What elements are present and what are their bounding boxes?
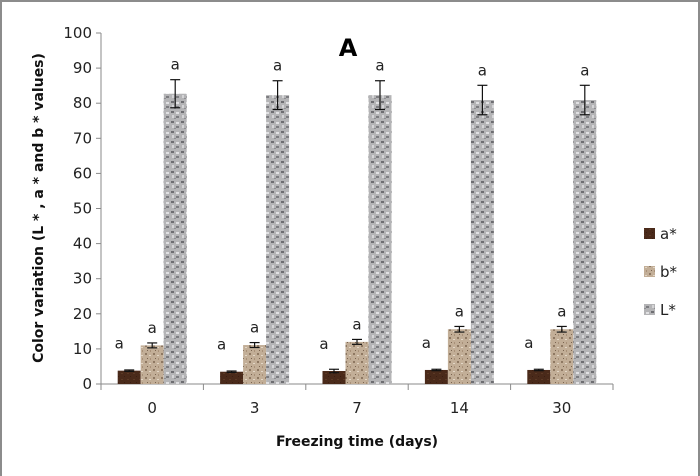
bar-lstar-day-3 bbox=[266, 95, 290, 384]
bar-astar-day-7 bbox=[322, 371, 346, 384]
significance-label: a bbox=[217, 336, 226, 354]
y-tick-label: 20 bbox=[73, 305, 92, 323]
y-tick-label: 100 bbox=[63, 24, 92, 42]
error-bar bbox=[170, 79, 181, 109]
chart-title: A bbox=[339, 34, 358, 62]
significance-label: a bbox=[250, 319, 259, 337]
y-tick-label: 90 bbox=[73, 59, 92, 77]
significance-label: a bbox=[455, 302, 464, 320]
y-tick-label: 70 bbox=[73, 129, 92, 147]
y-tick-label: 0 bbox=[82, 375, 92, 393]
bar-bstar-day-14 bbox=[447, 329, 471, 384]
bar-bstar-day-0 bbox=[140, 345, 164, 384]
significance-label: a bbox=[524, 334, 533, 352]
legend-item: a* bbox=[644, 225, 677, 243]
x-tick-label: 30 bbox=[552, 399, 571, 417]
significance-label: a bbox=[273, 57, 282, 75]
bar-astar-day-30 bbox=[527, 369, 551, 384]
legend-swatch bbox=[644, 304, 655, 315]
bar-lstar-day-14 bbox=[470, 100, 494, 384]
error-bar bbox=[431, 368, 442, 372]
legend-item: b* bbox=[644, 263, 678, 281]
significance-label: a bbox=[319, 335, 328, 353]
error-bar bbox=[124, 369, 135, 372]
error-bar bbox=[556, 325, 567, 333]
significance-label: a bbox=[375, 57, 384, 75]
legend-label: L* bbox=[660, 301, 676, 319]
y-tick-label: 50 bbox=[73, 200, 92, 218]
legend: a* b* L* bbox=[644, 225, 678, 319]
y-tick-label: 80 bbox=[73, 94, 92, 112]
bar-astar-day-3 bbox=[220, 371, 244, 384]
significance-label: a bbox=[352, 315, 361, 333]
x-tick-label: 3 bbox=[250, 399, 260, 417]
x-tick-label: 14 bbox=[450, 399, 469, 417]
y-tick-label: 60 bbox=[73, 164, 92, 182]
bar-lstar-day-7 bbox=[368, 95, 392, 384]
error-bar bbox=[249, 341, 260, 349]
bar-bstar-day-7 bbox=[345, 341, 369, 384]
significance-label: a bbox=[422, 334, 431, 352]
error-bar bbox=[147, 342, 158, 349]
y-tick-label: 30 bbox=[73, 270, 92, 288]
error-bar bbox=[533, 368, 544, 372]
legend-label: a* bbox=[660, 225, 677, 243]
significance-label: a bbox=[478, 61, 487, 79]
legend-swatch bbox=[644, 228, 655, 239]
significance-label: a bbox=[115, 335, 124, 353]
x-tick-label: 7 bbox=[352, 399, 362, 417]
error-bar bbox=[375, 80, 385, 111]
legend-label: b* bbox=[660, 263, 678, 281]
y-tick-label: 10 bbox=[73, 340, 92, 358]
bar-bstar-day-30 bbox=[550, 329, 574, 384]
legend-swatch bbox=[644, 266, 655, 277]
y-axis: 0 10 20 30 40 50 60 70 80 90 100 bbox=[63, 24, 102, 393]
error-bar bbox=[272, 80, 283, 111]
x-axis-title: Freezing time (days) bbox=[276, 434, 438, 450]
significance-label: a bbox=[148, 319, 157, 337]
y-tick-label: 40 bbox=[73, 235, 92, 253]
significance-label: a bbox=[580, 61, 589, 79]
error-bar bbox=[477, 84, 488, 116]
bar-lstar-day-0 bbox=[163, 93, 187, 385]
error-bar bbox=[226, 370, 237, 374]
bar-astar-day-14 bbox=[424, 369, 448, 384]
bars: a a a a a a a a a a a a a a a bbox=[115, 56, 597, 385]
bar-astar-day-0 bbox=[117, 370, 141, 384]
x-tick-label: 0 bbox=[147, 399, 157, 417]
error-bar bbox=[329, 368, 339, 374]
error-bar bbox=[454, 325, 465, 333]
bar-bstar-day-3 bbox=[243, 345, 267, 384]
y-axis-title: Color variation (L * , a * and b * value… bbox=[31, 53, 47, 363]
x-axis: 0 3 7 14 30 bbox=[96, 383, 614, 417]
significance-label: a bbox=[171, 56, 180, 74]
error-bar bbox=[352, 338, 362, 345]
legend-item: L* bbox=[644, 301, 676, 319]
significance-label: a bbox=[557, 302, 566, 320]
bar-lstar-day-30 bbox=[573, 100, 597, 384]
error-bar bbox=[579, 84, 590, 116]
